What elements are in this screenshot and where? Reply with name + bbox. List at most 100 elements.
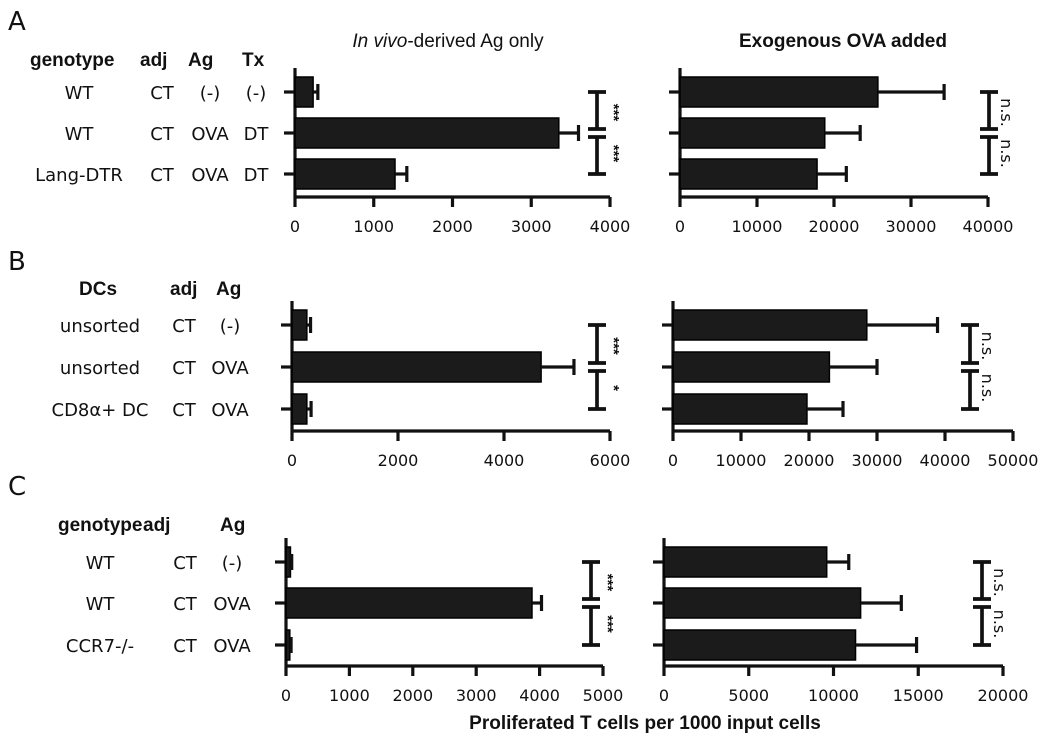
row-label: CD8α+ DC [52, 400, 149, 421]
column-header: Tx [242, 50, 265, 71]
row-label: WT [86, 594, 116, 615]
column-header: Ag [188, 50, 213, 71]
title-left: In vivo-derived Ag only [352, 31, 544, 52]
bar [679, 76, 879, 108]
bar [663, 546, 828, 578]
panel-letter: A [8, 7, 26, 37]
x-tick-label: 10000 [808, 686, 859, 705]
significance-label: *** [605, 337, 622, 355]
significance-label: *** [605, 145, 622, 163]
x-tick-label: 0 [290, 217, 300, 236]
row-label: OVA [211, 358, 249, 379]
bar [679, 117, 826, 149]
x-tick-label: 5000 [728, 686, 769, 705]
x-tick-label: 1000 [329, 686, 370, 705]
column-header: Ag [216, 279, 241, 300]
x-tick-label: 3000 [511, 217, 552, 236]
row-label: OVA [213, 636, 251, 657]
bar [294, 76, 314, 108]
x-tick-label: 20000 [809, 217, 860, 236]
x-tick-label: 20000 [784, 451, 835, 470]
x-tick-label: 3000 [456, 686, 497, 705]
significance-label: *** [605, 104, 622, 122]
row-label: CT [172, 400, 197, 421]
column-header: DCs [79, 279, 117, 300]
bar [663, 629, 857, 661]
row-label: CT [150, 83, 175, 104]
x-tick-label: 5000 [583, 686, 624, 705]
x-tick-label: 0 [668, 451, 678, 470]
bar [291, 351, 542, 383]
title-right: Exogenous OVA added [739, 31, 947, 52]
panel-letter: B [8, 247, 26, 277]
row-label: Lang-DTR [35, 165, 123, 186]
significance-label: n.s. [990, 610, 1009, 639]
row-label: (-) [220, 316, 241, 337]
x-tick-label: 10000 [716, 451, 767, 470]
x-tick-label: 6000 [590, 451, 631, 470]
bar [291, 309, 308, 341]
significance-label: *** [599, 574, 616, 592]
column-header: adj [170, 279, 197, 300]
row-label: (-) [246, 83, 267, 104]
row-label: WT [65, 83, 95, 104]
row-label: CT [172, 316, 197, 337]
x-tick-label: 0 [675, 217, 685, 236]
x-tick-label: 4000 [519, 686, 560, 705]
bar [679, 158, 818, 190]
x-tick-label: 10000 [732, 217, 783, 236]
row-label: CT [173, 594, 198, 615]
row-label: (-) [222, 553, 243, 574]
x-tick-label: 4000 [484, 451, 525, 470]
bar [285, 587, 533, 619]
x-tick-label: 4000 [590, 217, 631, 236]
bar [672, 351, 831, 383]
row-label: WT [65, 124, 95, 145]
row-label: CT [173, 636, 198, 657]
significance-label: *** [599, 615, 616, 633]
row-label: (-) [200, 83, 221, 104]
row-label: OVA [191, 165, 229, 186]
significance-label: n.s. [978, 332, 997, 361]
row-label: unsorted [60, 358, 140, 379]
bar [672, 393, 808, 425]
bar [672, 309, 868, 341]
x-tick-label: 0 [659, 686, 669, 705]
column-header: Ag [220, 515, 245, 536]
x-tick-label: 15000 [893, 686, 944, 705]
row-label: CT [173, 553, 198, 574]
x-tick-label: 2000 [432, 217, 473, 236]
column-header: genotype [30, 50, 114, 71]
bar [285, 629, 291, 661]
x-tick-label: 1000 [353, 217, 394, 236]
row-label: OVA [213, 594, 251, 615]
x-tick-label: 2000 [378, 451, 419, 470]
bar [294, 117, 560, 149]
column-header: adj [143, 515, 170, 536]
bar [663, 587, 862, 619]
significance-label: n.s. [997, 139, 1016, 168]
column-header: genotype [58, 515, 142, 536]
row-label: CT [150, 124, 175, 145]
x-tick-label: 40000 [920, 451, 971, 470]
row-label: CT [150, 165, 175, 186]
row-label: WT [86, 553, 116, 574]
x-tick-label: 20000 [978, 686, 1029, 705]
row-label: DT [244, 165, 270, 186]
column-header: adj [140, 50, 167, 71]
row-label: OVA [211, 400, 249, 421]
x-tick-label: 0 [281, 686, 291, 705]
x-tick-label: 30000 [852, 451, 903, 470]
significance-label: n.s. [997, 98, 1016, 127]
x-axis-label: Proliferated T cells per 1000 input cell… [469, 713, 821, 734]
bar [291, 393, 308, 425]
panel-letter: C [8, 472, 26, 502]
row-label: unsorted [60, 316, 140, 337]
significance-label: n.s. [978, 374, 997, 403]
row-label: OVA [191, 124, 229, 145]
significance-label: n.s. [990, 568, 1009, 597]
x-tick-label: 30000 [886, 217, 937, 236]
x-tick-label: 50000 [988, 451, 1038, 470]
x-tick-label: 40000 [963, 217, 1014, 236]
